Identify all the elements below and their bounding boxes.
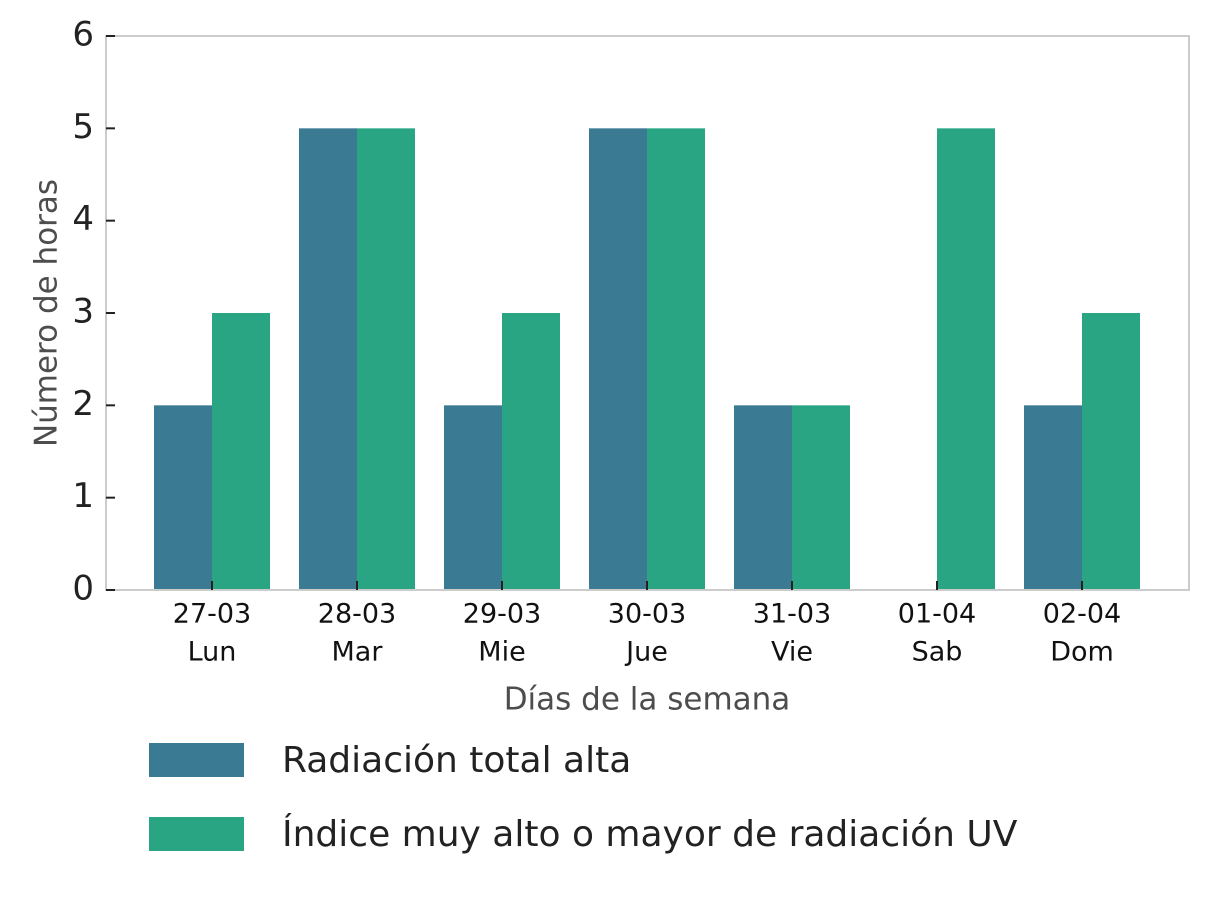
y-tick-label: 3 [72, 292, 94, 332]
bar-radiacion-total-27-03 [154, 405, 212, 590]
bar-radiacion-total-28-03 [299, 128, 357, 591]
y-axis-label: Número de horas [29, 179, 65, 447]
x-tick-label-day: Dom [1050, 637, 1114, 668]
x-tick-label-day: Jue [624, 637, 668, 668]
legend: Radiación total alta Índice muy alto o ma… [149, 740, 1018, 855]
bar-indice-uv-01-04 [937, 128, 995, 591]
x-tick-label-day: Sab [912, 637, 963, 668]
x-tick-label-date: 28-03 [318, 599, 396, 630]
y-tick-label: 6 [72, 15, 94, 55]
bar-indice-uv-31-03 [792, 405, 850, 590]
x-tick-label-date: 31-03 [753, 599, 831, 630]
legend-label: Radiación total alta [282, 740, 631, 781]
y-tick-label: 1 [72, 476, 94, 516]
x-axis: 27-03 Lun 28-03 Mar 29-03 Mie 30-03 Jue 31-03 Vie… [173, 581, 1121, 668]
bar-indice-uv-30-03 [647, 128, 705, 591]
legend-label: Índice muy alto o mayor de radiación UV [282, 813, 1018, 855]
y-tick-label: 0 [72, 569, 94, 609]
bar-radiacion-total-31-03 [734, 405, 792, 590]
bars-layer [154, 128, 1140, 591]
y-tick-label: 2 [72, 384, 94, 424]
x-tick-label-day: Vie [771, 637, 813, 668]
x-tick-label-day: Mie [478, 637, 525, 668]
bar-indice-uv-28-03 [357, 128, 415, 591]
x-tick-label-day: Mar [332, 637, 384, 668]
legend-swatch [149, 743, 244, 777]
bar-radiacion-total-29-03 [444, 405, 502, 590]
bar-radiacion-total-30-03 [589, 128, 647, 591]
bar-indice-uv-29-03 [502, 313, 560, 590]
y-tick-label: 5 [72, 107, 94, 147]
x-tick-label-date: 30-03 [608, 599, 686, 630]
bar-radiacion-total-02-04 [1024, 405, 1082, 590]
x-tick-label-date: 27-03 [173, 599, 251, 630]
x-tick-label-day: Lun [188, 637, 237, 668]
bar-indice-uv-02-04 [1082, 313, 1140, 590]
x-tick-label-date: 01-04 [898, 599, 976, 630]
bar-indice-uv-27-03 [212, 313, 270, 590]
legend-swatch [149, 817, 244, 851]
y-tick-label: 4 [72, 199, 94, 239]
y-axis: 0 1 2 3 4 5 6 [72, 15, 115, 609]
x-axis-label: Días de la semana [504, 682, 791, 718]
x-tick-label-date: 02-04 [1043, 599, 1121, 630]
x-tick-label-date: 29-03 [463, 599, 541, 630]
